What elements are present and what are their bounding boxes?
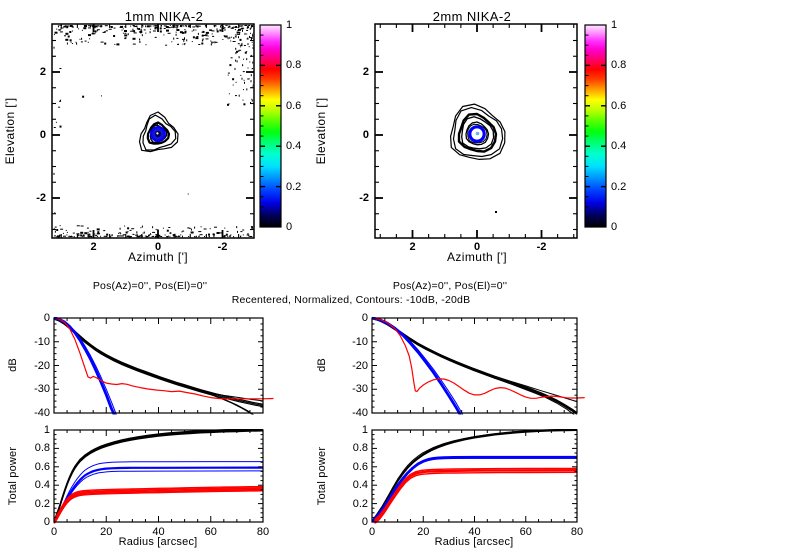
db_1mm-curves bbox=[53, 317, 274, 415]
map_2mm-xtick-label: 2 bbox=[409, 241, 416, 253]
map_2mm-xtick-label: -2 bbox=[536, 241, 547, 253]
map2-yaxis-title: Elevation ['] bbox=[314, 97, 328, 165]
map_1mm-xtick-label: 2 bbox=[90, 241, 97, 253]
map_2mm-colorbar-label: 0.6 bbox=[611, 99, 627, 112]
tp_1mm-xtick-label: 20 bbox=[100, 526, 113, 538]
map_2mm-colorbar-label: 0 bbox=[611, 221, 618, 233]
map_1mm-colorbar-label: 0.2 bbox=[286, 180, 302, 193]
tp_2mm-ytick-label: 0.2 bbox=[352, 497, 368, 510]
tp_2mm-xtick-label: 60 bbox=[519, 526, 532, 538]
tp_1mm-ytick-label: 0.8 bbox=[34, 442, 50, 455]
tp_2mm-ytick-label: 0.6 bbox=[352, 460, 368, 473]
recenter-annotation: Recentered, Normalized, Contours: -10dB,… bbox=[231, 294, 471, 306]
map_1mm-ytick-label: 2 bbox=[39, 66, 46, 78]
tp_2mm-ytick-label: 0.4 bbox=[352, 479, 368, 492]
map1-title: 1mm NIKA-2 bbox=[124, 9, 204, 24]
db_2mm-ytick-label: -30 bbox=[352, 383, 368, 396]
map_1mm-colorbar-label: 0.4 bbox=[286, 140, 302, 153]
map_1mm-ytick-label: 0 bbox=[39, 129, 46, 141]
map_1mm-colorbar-label: 0.8 bbox=[286, 59, 302, 72]
db_1mm-ytick-label: -30 bbox=[34, 383, 50, 396]
tp_2mm-xtick-label: 0 bbox=[368, 526, 376, 538]
map2-title: 2mm NIKA-2 bbox=[432, 9, 512, 24]
map_2mm-colorbar-label: 0.2 bbox=[611, 180, 627, 193]
map_1mm-ytick-label: -2 bbox=[36, 192, 46, 204]
db_2mm-curves bbox=[371, 317, 585, 415]
pos-annotation-right: Pos(Az)=0'', Pos(El)=0'' bbox=[392, 280, 508, 292]
tp_1mm-ytick-label: 0.2 bbox=[34, 497, 50, 510]
db_1mm-ytick-label: -10 bbox=[34, 335, 50, 348]
db1-yaxis-title: dB bbox=[7, 358, 19, 372]
map_2mm-ytick-label: -2 bbox=[359, 192, 369, 204]
tp2-yaxis-title: Total power bbox=[316, 446, 328, 506]
tp_2mm-xtick-label: 80 bbox=[570, 526, 584, 538]
map1-xaxis-title: Azimuth ['] bbox=[127, 250, 189, 264]
tp_1mm-ytick-label: 0.6 bbox=[34, 460, 50, 473]
tp_1mm-xtick-label: 0 bbox=[50, 526, 58, 538]
map_2mm-xtick-label: 0 bbox=[473, 241, 481, 253]
tp_2mm-ytick-label: 0.8 bbox=[352, 442, 368, 455]
map_2mm-ytick-label: 2 bbox=[362, 66, 369, 78]
map_1mm-xtick-label: -2 bbox=[217, 241, 228, 253]
map1-yaxis-title: Elevation ['] bbox=[3, 97, 17, 165]
tp_2mm-ytick-label: 0 bbox=[361, 516, 368, 528]
tp1-yaxis-title: Total power bbox=[7, 446, 19, 506]
tp_1mm-xtick-label: 40 bbox=[152, 526, 165, 538]
tp_1mm-curves bbox=[53, 429, 264, 524]
map_2mm-colorbar-label: 0.4 bbox=[611, 140, 627, 153]
db_2mm-ytick-label: -10 bbox=[352, 335, 368, 348]
db2-yaxis-title: dB bbox=[316, 358, 328, 372]
db_2mm-ytick-label: -40 bbox=[352, 407, 368, 419]
tp_1mm-ytick-label: 1 bbox=[43, 424, 50, 436]
db_1mm-ytick-label: -20 bbox=[34, 359, 50, 372]
map_1mm-contours bbox=[138, 111, 179, 153]
tp_2mm-xtick-label: 20 bbox=[417, 526, 430, 538]
tp2-xaxis-title: Radius [arcsec] bbox=[434, 536, 514, 548]
map_1mm-colorbar-label: 1 bbox=[286, 19, 293, 31]
tp_2mm-curves bbox=[371, 429, 578, 524]
map_1mm-noise-speckle bbox=[53, 25, 254, 238]
pos-annotation-left: Pos(Az)=0'', Pos(El)=0'' bbox=[92, 280, 208, 292]
tp_1mm-ytick-label: 0 bbox=[43, 516, 50, 528]
tp_2mm-ytick-label: 1 bbox=[361, 424, 368, 436]
map_1mm-colorbar-label: 0.6 bbox=[286, 99, 302, 112]
map_1mm-colorbar-label: 0 bbox=[286, 221, 293, 233]
tp_1mm-xtick-label: 60 bbox=[204, 526, 217, 538]
db_2mm-ytick-label: -20 bbox=[352, 359, 368, 372]
map_1mm-xtick-label: 0 bbox=[154, 241, 162, 253]
db_2mm-ytick-label: 0 bbox=[361, 312, 368, 324]
map_2mm-colorbar-label: 0.8 bbox=[611, 59, 627, 72]
map_2mm-ytick-label: 0 bbox=[362, 129, 369, 141]
map_2mm-colorbar-label: 1 bbox=[611, 19, 618, 31]
tp_2mm-xtick-label: 40 bbox=[468, 526, 481, 538]
tp1-xaxis-title: Radius [arcsec] bbox=[118, 536, 198, 548]
tp_1mm-xtick-label: 80 bbox=[256, 526, 270, 538]
map_2mm-contours bbox=[450, 103, 506, 160]
db_1mm-ytick-label: -40 bbox=[34, 407, 50, 419]
db_1mm-ytick-label: 0 bbox=[43, 312, 50, 324]
map2-xaxis-title: Azimuth ['] bbox=[446, 250, 508, 264]
tp_1mm-ytick-label: 0.4 bbox=[34, 479, 50, 492]
